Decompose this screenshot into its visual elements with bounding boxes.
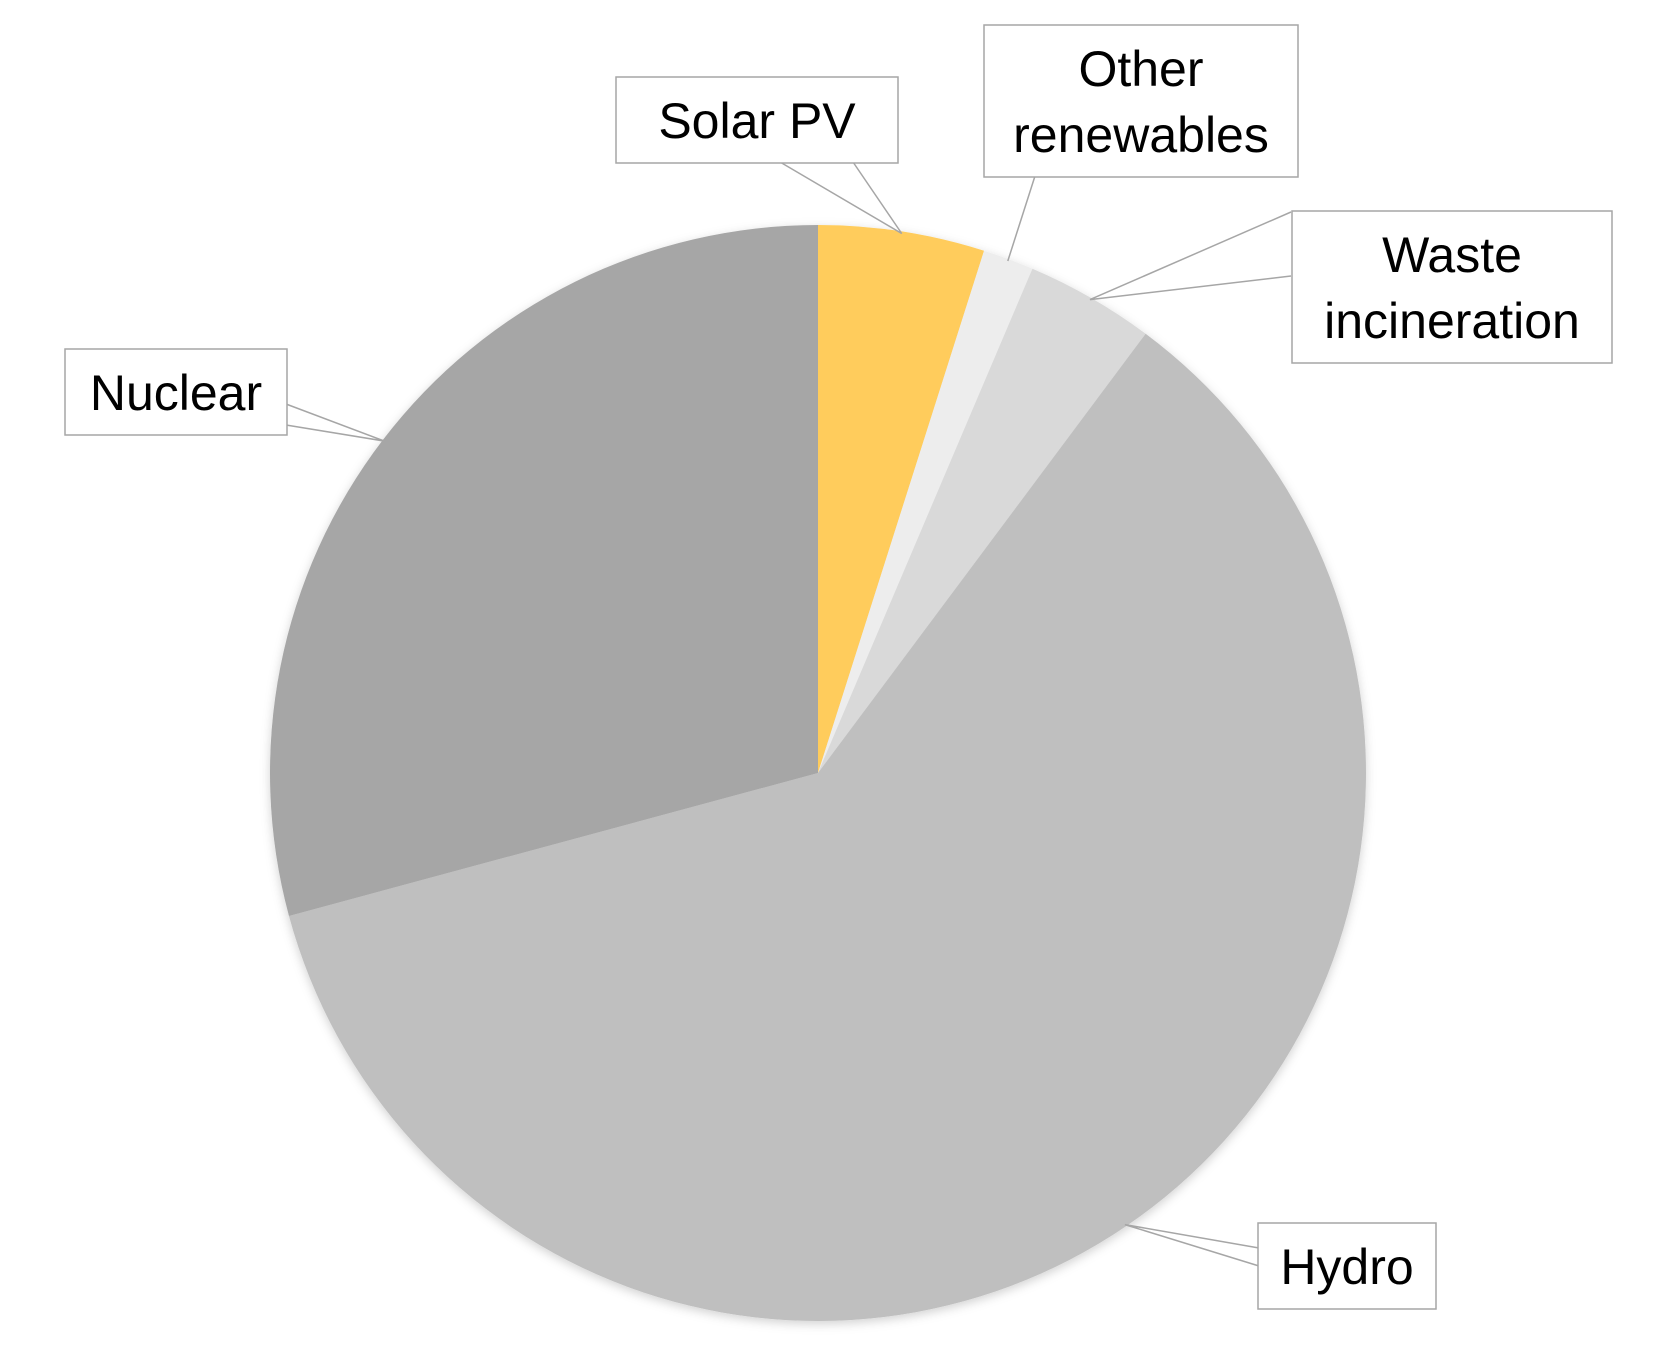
- leader-line-nuclear: [285, 403, 385, 442]
- leader-line-solar-pv: [779, 161, 903, 235]
- slice-label-solar-pv-line-0: Solar PV: [658, 93, 856, 149]
- slice-label-hydro-line-0: Hydro: [1280, 1239, 1413, 1295]
- pie-slice-solar-pv: [818, 225, 985, 773]
- slice-label-other-renewables-line-1: renewables: [1013, 107, 1269, 163]
- leader-lines-layer: [285, 161, 1292, 1267]
- leader-line-other-renewables: [1007, 175, 1036, 262]
- pie-slice-other-renewables: [818, 250, 1033, 773]
- slice-label-nuclear-line-0: Nuclear: [90, 365, 262, 421]
- slices-layer: [269, 224, 1366, 1321]
- label-box-solar-pv: [615, 76, 899, 164]
- pie-slice-waste-incineration: [818, 268, 1146, 773]
- pie-slice-hydro: [288, 333, 1366, 1321]
- label-box-other-renewables: [983, 24, 1299, 178]
- label-box-waste-incineration: [1291, 210, 1613, 364]
- pie-slice-nuclear: [269, 224, 818, 916]
- label-box-hydro: [1257, 1222, 1437, 1310]
- slice-label-waste-incineration-line-1: incineration: [1324, 293, 1580, 349]
- labels-layer: Solar PV Other renewables Waste incineration…: [64, 24, 1613, 1310]
- slice-label-waste-incineration-line-0: Waste: [1382, 227, 1522, 283]
- label-box-nuclear: [64, 348, 288, 436]
- leader-line-hydro: [1124, 1223, 1260, 1267]
- leader-line-waste-incineration: [1089, 211, 1292, 301]
- slice-label-other-renewables-line-0: Other: [1078, 41, 1203, 97]
